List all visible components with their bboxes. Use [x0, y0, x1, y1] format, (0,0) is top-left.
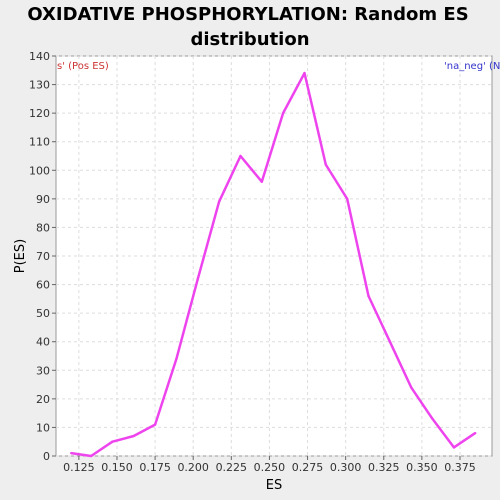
chart-title-line-1: OXIDATIVE PHOSPHORYLATION: Random ES [27, 4, 468, 25]
data-point [175, 357, 178, 361]
x-tick-label: 0.150 [101, 461, 133, 474]
y-tick-label: 110 [29, 136, 50, 149]
x-tick-label: 0.125 [63, 461, 95, 474]
data-point [345, 197, 349, 201]
y-tick-label: 130 [29, 79, 50, 92]
y-tick-label: 30 [36, 364, 50, 377]
y-tick-label: 90 [36, 193, 50, 206]
y-tick-label: 40 [36, 336, 50, 349]
chart-title-line-2: distribution [190, 29, 309, 50]
data-point [70, 451, 73, 455]
y-tick-label: 140 [29, 50, 50, 63]
data-point [388, 340, 392, 343]
legend-neg-es: 'na_neg' (N [444, 61, 500, 72]
x-axis-label: ES [266, 478, 282, 493]
y-tick-label: 100 [29, 164, 50, 177]
x-axis: 0.125 0.150 0.175 0.200 0.225 0.250 0.275 0.300… [63, 456, 476, 474]
data-point [410, 386, 413, 389]
series-layer [70, 71, 477, 458]
x-tick-label: 0.375 [444, 461, 476, 474]
data-point [239, 154, 242, 158]
y-tick-label: 60 [36, 279, 50, 292]
data-point [153, 423, 157, 426]
y-tick-label: 120 [29, 107, 50, 120]
data-point [324, 163, 328, 166]
data-point [196, 277, 199, 281]
data-point [474, 431, 477, 435]
y-axis: 0 10 20 30 40 50 60 70 80 90 100 110 120 130 140 [29, 50, 56, 463]
data-point [367, 294, 370, 298]
x-tick-label: 0.225 [216, 461, 248, 474]
data-point [111, 440, 114, 443]
data-point [217, 200, 221, 203]
y-tick-label: 80 [36, 221, 50, 234]
y-tick-label: 70 [36, 250, 50, 263]
y-tick-label: 10 [36, 421, 50, 434]
x-tick-label: 0.325 [368, 461, 400, 474]
y-tick-label: 50 [36, 307, 50, 320]
x-tick-label: 0.200 [177, 461, 209, 474]
data-point [260, 180, 264, 183]
series-line [71, 71, 476, 458]
data-point [281, 111, 285, 115]
legend-pos-es: s' (Pos ES) [57, 61, 109, 72]
data-point [431, 417, 434, 421]
grid-lines [56, 55, 492, 457]
y-tick-label: 0 [43, 450, 50, 463]
data-point [452, 446, 456, 449]
data-point [303, 71, 306, 75]
x-tick-label: 0.250 [254, 461, 286, 474]
x-tick-label: 0.175 [139, 461, 171, 474]
data-point [132, 434, 135, 438]
x-tick-label: 0.275 [292, 461, 324, 474]
y-axis-label: P(ES) [13, 239, 28, 273]
x-tick-label: 0.300 [330, 461, 362, 474]
data-point [89, 454, 93, 458]
x-tick-label: 0.350 [406, 461, 438, 474]
y-tick-label: 20 [36, 393, 50, 406]
